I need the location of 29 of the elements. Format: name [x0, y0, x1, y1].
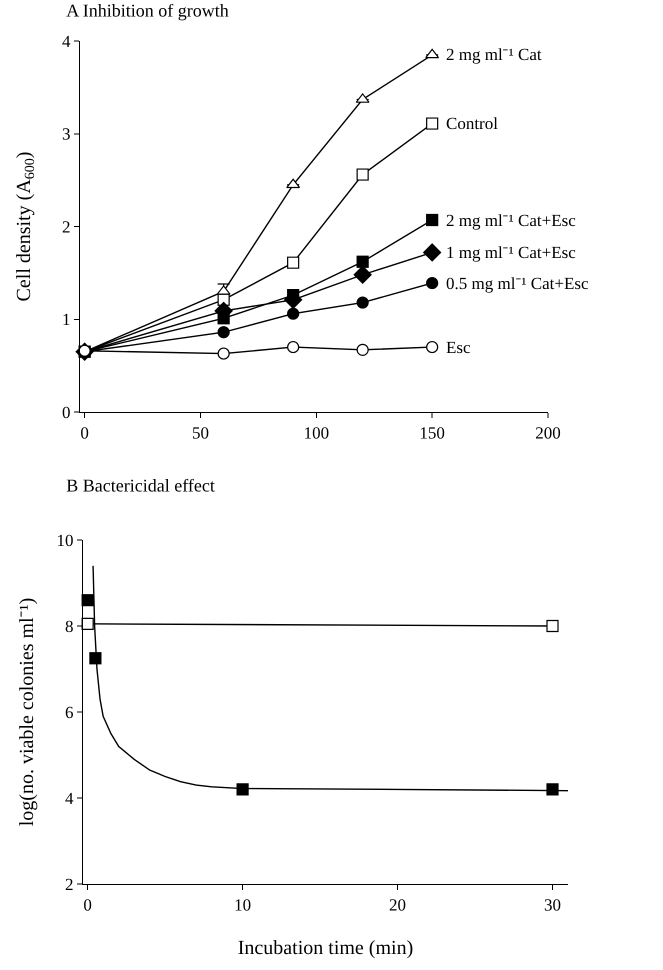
y-tick-label: 10 — [56, 530, 74, 550]
series-label: 1 mg ml⁻¹ Cat+Esc — [446, 243, 576, 262]
y-tick-label: 2 — [65, 874, 74, 894]
y-tick-label: 4 — [62, 32, 71, 51]
y-tick-label: 6 — [65, 702, 74, 722]
x-tick-label: 10 — [234, 896, 252, 914]
y-tick-label: 8 — [65, 616, 74, 636]
x-tick-label: 0 — [80, 424, 89, 442]
y-tick-label: 1 — [62, 310, 70, 330]
x-axis-title: Incubation time (min) — [238, 937, 414, 960]
series-label: Esc — [446, 338, 471, 357]
y-tick-label: 3 — [62, 124, 70, 144]
series-label: 2 mg ml⁻¹ Cat+Esc — [446, 211, 576, 230]
x-tick-label: 150 — [419, 424, 445, 442]
x-tick-label: 50 — [192, 424, 209, 442]
y-tick-label: 4 — [65, 788, 74, 808]
x-tick-label: 30 — [544, 896, 561, 914]
y-tick-label: 2 — [62, 217, 70, 236]
x-tick-label: 20 — [389, 896, 406, 914]
x-tick-label: 0 — [83, 896, 92, 914]
chart-title: B Bactericidal effect — [66, 476, 215, 496]
x-tick-label: 200 — [535, 424, 561, 442]
series-label: 0.5 mg ml⁻¹ Cat+Esc — [446, 274, 589, 293]
y-axis-title: log(no. viable colonies ml⁻¹) — [16, 598, 38, 826]
series-label: 2 mg ml⁻¹ Cat — [446, 45, 542, 64]
x-tick-label: 100 — [304, 424, 330, 442]
series-label: Control — [446, 114, 498, 133]
chart-title: A Inhibition of growth — [66, 0, 229, 21]
y-tick-label: 0 — [62, 402, 70, 422]
